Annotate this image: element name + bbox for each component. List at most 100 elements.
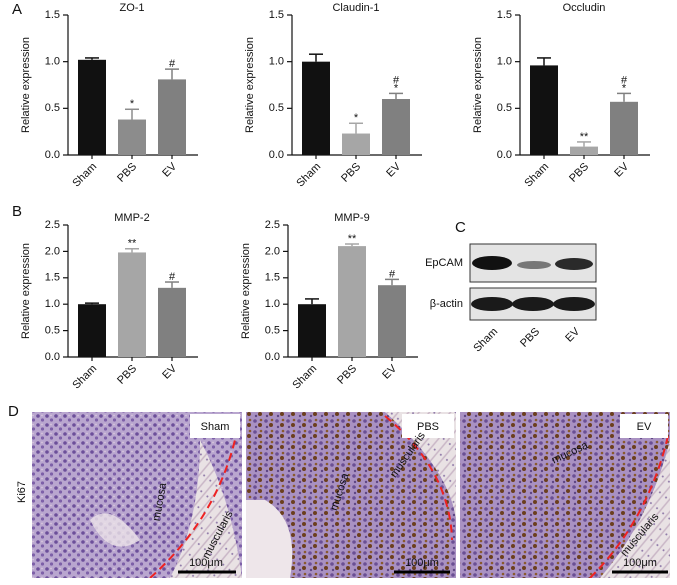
significance-mark: * xyxy=(394,82,399,94)
chart-title: MMP-2 xyxy=(114,212,149,224)
band xyxy=(555,258,593,270)
bar-chart: MMP-2 Relative expression 0.0 0.5 1.0 1.5 2.0 2… xyxy=(20,212,198,392)
blot-lane-label: PBS xyxy=(518,326,542,350)
y-tick-label: 1.5 xyxy=(265,272,280,284)
image-title: Sham xyxy=(201,421,230,433)
scale-label: 100μm xyxy=(623,557,657,569)
bar-chart: MMP-9 Relative expression 0.0 0.5 1.0 1.5 2.0 2… xyxy=(240,212,418,392)
x-tick-label: Sham xyxy=(294,161,323,190)
bar xyxy=(158,79,186,155)
y-tick-label: 2.5 xyxy=(45,219,60,231)
y-axis-label: Relative expression xyxy=(472,37,484,133)
scale-label: 100μm xyxy=(405,557,439,569)
x-tick-label: Sham xyxy=(290,363,319,392)
panel-letter: D xyxy=(8,403,19,420)
y-tick-label: 1.0 xyxy=(45,56,60,68)
significance-mark: * xyxy=(622,82,627,94)
significance-mark: ** xyxy=(580,131,589,143)
bar xyxy=(118,119,146,155)
x-tick-label: EV xyxy=(384,160,403,179)
x-tick-label: Sham xyxy=(70,363,99,392)
y-tick-label: 0.5 xyxy=(45,102,60,114)
histology-image: PBS mucosa muscularis 100μm xyxy=(246,412,456,578)
bar xyxy=(530,65,558,155)
bar xyxy=(382,99,410,155)
significance-mark: * xyxy=(130,98,135,110)
x-tick-label: PBS xyxy=(115,161,139,185)
image-title: EV xyxy=(637,421,652,433)
y-tick-label: 2.0 xyxy=(265,245,280,257)
significance-mark: * xyxy=(354,112,359,124)
panel-letter: C xyxy=(455,219,466,236)
y-tick-label: 0.5 xyxy=(45,325,60,337)
bar xyxy=(338,246,366,357)
bar xyxy=(610,101,638,155)
band xyxy=(517,261,551,269)
significance-mark: # xyxy=(621,74,628,86)
panel-letter: A xyxy=(12,1,22,18)
y-tick-label: 2.5 xyxy=(265,219,280,231)
x-tick-label: PBS xyxy=(339,161,363,185)
y-tick-label: 0.5 xyxy=(265,325,280,337)
y-tick-label: 1.5 xyxy=(269,9,284,21)
band xyxy=(472,256,512,270)
significance-mark: ** xyxy=(348,233,357,245)
y-axis-label: Relative expression xyxy=(20,37,32,133)
band xyxy=(512,297,554,311)
scale-label: 100μm xyxy=(189,557,223,569)
y-axis-label: Relative expression xyxy=(20,243,32,339)
histology-image: EV mucosa muscularis 100μm xyxy=(460,412,670,578)
bar xyxy=(378,285,406,357)
bar xyxy=(342,133,370,155)
bar xyxy=(302,61,330,155)
y-tick-label: 1.5 xyxy=(497,9,512,21)
y-tick-label: 0.0 xyxy=(45,149,60,161)
y-tick-label: 1.5 xyxy=(45,272,60,284)
image-title-box xyxy=(190,414,240,438)
x-tick-label: EV xyxy=(380,362,399,381)
x-tick-label: EV xyxy=(160,160,179,179)
x-tick-label: Sham xyxy=(70,161,99,190)
image-title-box xyxy=(620,414,668,438)
x-tick-label: EV xyxy=(612,160,631,179)
chart-title: Occludin xyxy=(563,2,606,14)
blot-row-label: EpCAM xyxy=(425,257,463,269)
blot-lane-label: EV xyxy=(563,325,582,344)
y-tick-label: 0.5 xyxy=(269,102,284,114)
bar xyxy=(298,304,326,357)
blot-row-label: β-actin xyxy=(430,298,463,310)
bar-chart: Occludin Relative expression 0.0 0.5 1.0 1.5 S… xyxy=(472,2,650,190)
y-tick-label: 1.0 xyxy=(45,298,60,310)
y-tick-label: 1.0 xyxy=(269,56,284,68)
row-label: Ki67 xyxy=(16,481,28,503)
bar-chart: ZO-1 Relative expression 0.0 0.5 1.0 1.5 Sham P… xyxy=(20,2,198,190)
western-blot: EpCAM β-actin Sham PBS EV xyxy=(425,243,597,355)
significance-mark: # xyxy=(169,271,176,283)
y-tick-label: 0.0 xyxy=(497,149,512,161)
bar xyxy=(118,252,146,357)
image-title: PBS xyxy=(417,421,439,433)
y-tick-label: 0.0 xyxy=(269,149,284,161)
y-axis-label: Relative expression xyxy=(240,243,252,339)
significance-mark: # xyxy=(393,74,400,86)
y-tick-label: 2.0 xyxy=(45,245,60,257)
bar-chart: Claudin-1 Relative expression 0.0 0.5 1.0 1.5… xyxy=(244,2,422,190)
y-tick-label: 0.0 xyxy=(265,351,280,363)
y-axis-label: Relative expression xyxy=(244,37,256,133)
x-tick-label: Sham xyxy=(522,161,551,190)
y-tick-label: 1.0 xyxy=(497,56,512,68)
y-tick-label: 0.0 xyxy=(45,351,60,363)
image-title-box xyxy=(402,414,454,438)
x-tick-label: PBS xyxy=(567,161,591,185)
bar xyxy=(78,304,106,357)
significance-mark: # xyxy=(169,58,176,70)
panel-letter: B xyxy=(12,203,22,220)
y-tick-label: 1.5 xyxy=(45,9,60,21)
bar xyxy=(570,146,598,155)
bar xyxy=(158,287,186,357)
bar xyxy=(78,59,106,155)
y-tick-label: 0.5 xyxy=(497,102,512,114)
chart-title: ZO-1 xyxy=(119,2,144,14)
significance-mark: ** xyxy=(128,238,137,250)
